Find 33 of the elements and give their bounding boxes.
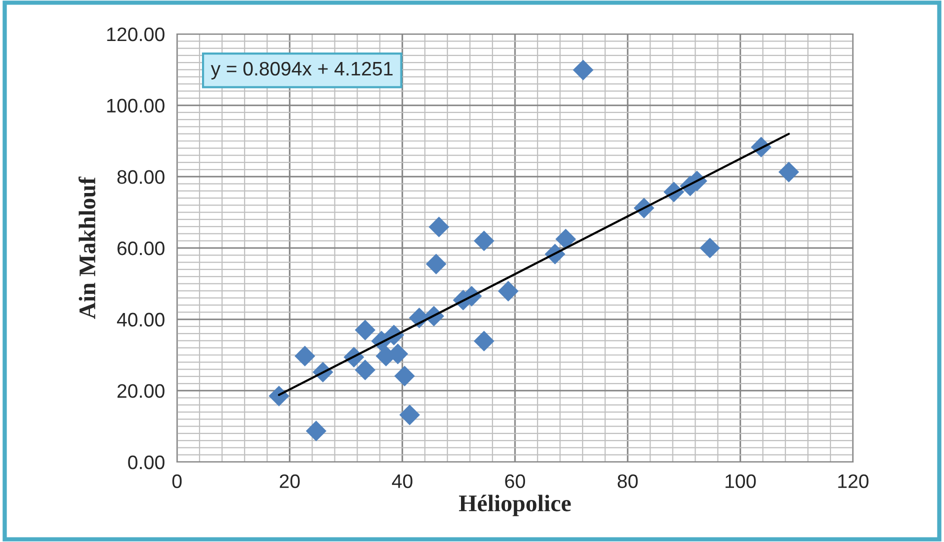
- y-tick-label: 80.00: [117, 170, 164, 184]
- point: [268, 386, 290, 406]
- x-tick-label: 40: [392, 474, 412, 488]
- point: [426, 254, 446, 274]
- y-tick-label: 120.00: [107, 27, 164, 42]
- point: [394, 366, 415, 386]
- y-tick-label: 60.00: [118, 241, 164, 256]
- point: [428, 216, 450, 238]
- y-tick-label: 0.00: [128, 455, 164, 470]
- y-tick-label: 40.00: [116, 312, 164, 327]
- x-axis-title: Héliopolice: [459, 494, 571, 516]
- point: [572, 60, 594, 80]
- point: [474, 230, 494, 252]
- point: [306, 420, 326, 442]
- point: [555, 228, 576, 250]
- point: [778, 162, 800, 182]
- x-tick-label: 120: [838, 474, 868, 488]
- point: [354, 360, 376, 380]
- x-tick-label: 100: [726, 474, 756, 488]
- x-tick-label: 60: [505, 474, 526, 488]
- y-tick-label: 100.00: [107, 98, 164, 113]
- point: [354, 320, 376, 340]
- x-tick-label: 0: [172, 474, 182, 488]
- annotation: y = 0.8094x + 4.1251: [210, 62, 393, 80]
- y-axis-title: Ain Makhlouf: [78, 176, 96, 319]
- point: [294, 346, 316, 366]
- point: [399, 404, 420, 426]
- y-tick-label: 20.00: [118, 384, 164, 398]
- x-tick-label: 20: [280, 474, 300, 488]
- point: [700, 238, 720, 258]
- point: [474, 330, 494, 352]
- x-tick-label: 80: [618, 474, 638, 488]
- point: [498, 280, 519, 302]
